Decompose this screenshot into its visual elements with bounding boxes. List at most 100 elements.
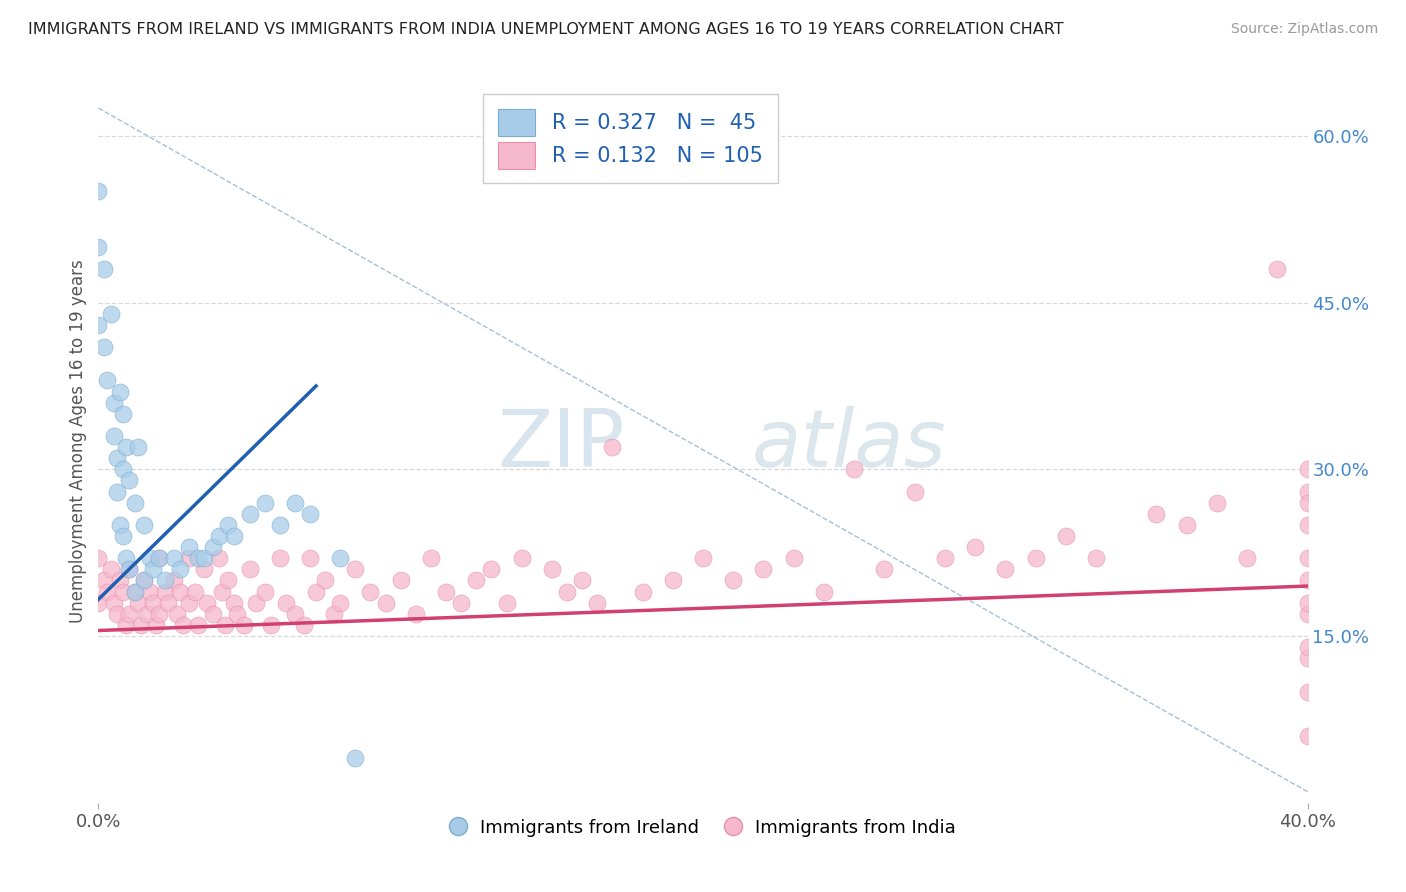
Point xyxy=(111,407,134,421)
Point xyxy=(114,618,136,632)
Point xyxy=(108,517,131,532)
Text: ZIP: ZIP xyxy=(498,406,624,484)
Point xyxy=(127,440,149,454)
Point xyxy=(434,584,457,599)
Point xyxy=(813,584,835,599)
Point xyxy=(87,185,110,199)
Point xyxy=(224,596,246,610)
Y-axis label: Unemployment Among Ages 16 to 19 years: Unemployment Among Ages 16 to 19 years xyxy=(69,260,87,624)
Point xyxy=(202,607,225,621)
Point xyxy=(586,596,609,610)
Point xyxy=(571,574,593,588)
Point xyxy=(193,562,215,576)
Point xyxy=(187,618,209,632)
Point xyxy=(208,529,231,543)
Point xyxy=(195,596,218,610)
Point xyxy=(253,584,276,599)
Point xyxy=(292,618,315,632)
Point xyxy=(93,262,115,277)
Point xyxy=(103,395,125,409)
Point xyxy=(510,551,533,566)
Text: IMMIGRANTS FROM IRELAND VS IMMIGRANTS FROM INDIA UNEMPLOYMENT AMONG AGES 16 TO 1: IMMIGRANTS FROM IRELAND VS IMMIGRANTS FR… xyxy=(28,22,1064,37)
Point xyxy=(239,507,262,521)
Point xyxy=(172,618,194,632)
Point xyxy=(783,551,806,566)
Point xyxy=(108,574,131,588)
Point xyxy=(93,340,115,354)
Point xyxy=(153,574,176,588)
Point xyxy=(540,562,562,576)
Point xyxy=(187,551,209,566)
Point xyxy=(114,551,136,566)
Point xyxy=(844,462,866,476)
Point xyxy=(156,596,179,610)
Point xyxy=(344,562,367,576)
Point xyxy=(1296,517,1319,532)
Point xyxy=(481,562,503,576)
Point xyxy=(169,562,191,576)
Point xyxy=(1296,484,1319,499)
Text: Source: ZipAtlas.com: Source: ZipAtlas.com xyxy=(1230,22,1378,37)
Point xyxy=(495,596,517,610)
Point xyxy=(148,551,170,566)
Point xyxy=(103,596,125,610)
Point xyxy=(87,596,110,610)
Point xyxy=(105,484,128,499)
Point xyxy=(111,529,134,543)
Point xyxy=(1144,507,1167,521)
Point xyxy=(274,596,297,610)
Point xyxy=(103,429,125,443)
Point xyxy=(965,540,987,554)
Point xyxy=(105,451,128,466)
Point xyxy=(214,618,236,632)
Point xyxy=(284,607,307,621)
Point xyxy=(344,751,367,765)
Point xyxy=(226,607,249,621)
Point xyxy=(179,551,201,566)
Point xyxy=(163,574,186,588)
Text: atlas: atlas xyxy=(751,406,946,484)
Point xyxy=(96,584,118,599)
Point xyxy=(1296,729,1319,743)
Point xyxy=(179,596,201,610)
Point xyxy=(420,551,443,566)
Point xyxy=(661,574,683,588)
Point xyxy=(139,551,162,566)
Point xyxy=(323,607,346,621)
Point xyxy=(124,496,146,510)
Point xyxy=(217,517,239,532)
Point xyxy=(129,618,152,632)
Legend: Immigrants from Ireland, Immigrants from India: Immigrants from Ireland, Immigrants from… xyxy=(443,812,963,845)
Point xyxy=(202,540,225,554)
Point xyxy=(1296,574,1319,588)
Point xyxy=(211,584,233,599)
Point xyxy=(1085,551,1108,566)
Point xyxy=(465,574,488,588)
Point xyxy=(193,551,215,566)
Point xyxy=(111,584,134,599)
Point xyxy=(723,574,745,588)
Point xyxy=(169,584,191,599)
Point xyxy=(389,574,412,588)
Point xyxy=(142,596,165,610)
Point xyxy=(269,517,291,532)
Point xyxy=(1267,262,1289,277)
Point xyxy=(93,574,115,588)
Point xyxy=(692,551,714,566)
Point xyxy=(179,540,201,554)
Point xyxy=(208,551,231,566)
Point xyxy=(142,562,165,576)
Point xyxy=(1296,462,1319,476)
Point xyxy=(245,596,267,610)
Point xyxy=(299,507,322,521)
Point xyxy=(153,584,176,599)
Point xyxy=(1296,640,1319,655)
Point xyxy=(329,596,352,610)
Point xyxy=(374,596,396,610)
Point xyxy=(1054,529,1077,543)
Point xyxy=(224,529,246,543)
Point xyxy=(1024,551,1046,566)
Point xyxy=(184,584,207,599)
Point xyxy=(118,562,141,576)
Point xyxy=(87,240,110,254)
